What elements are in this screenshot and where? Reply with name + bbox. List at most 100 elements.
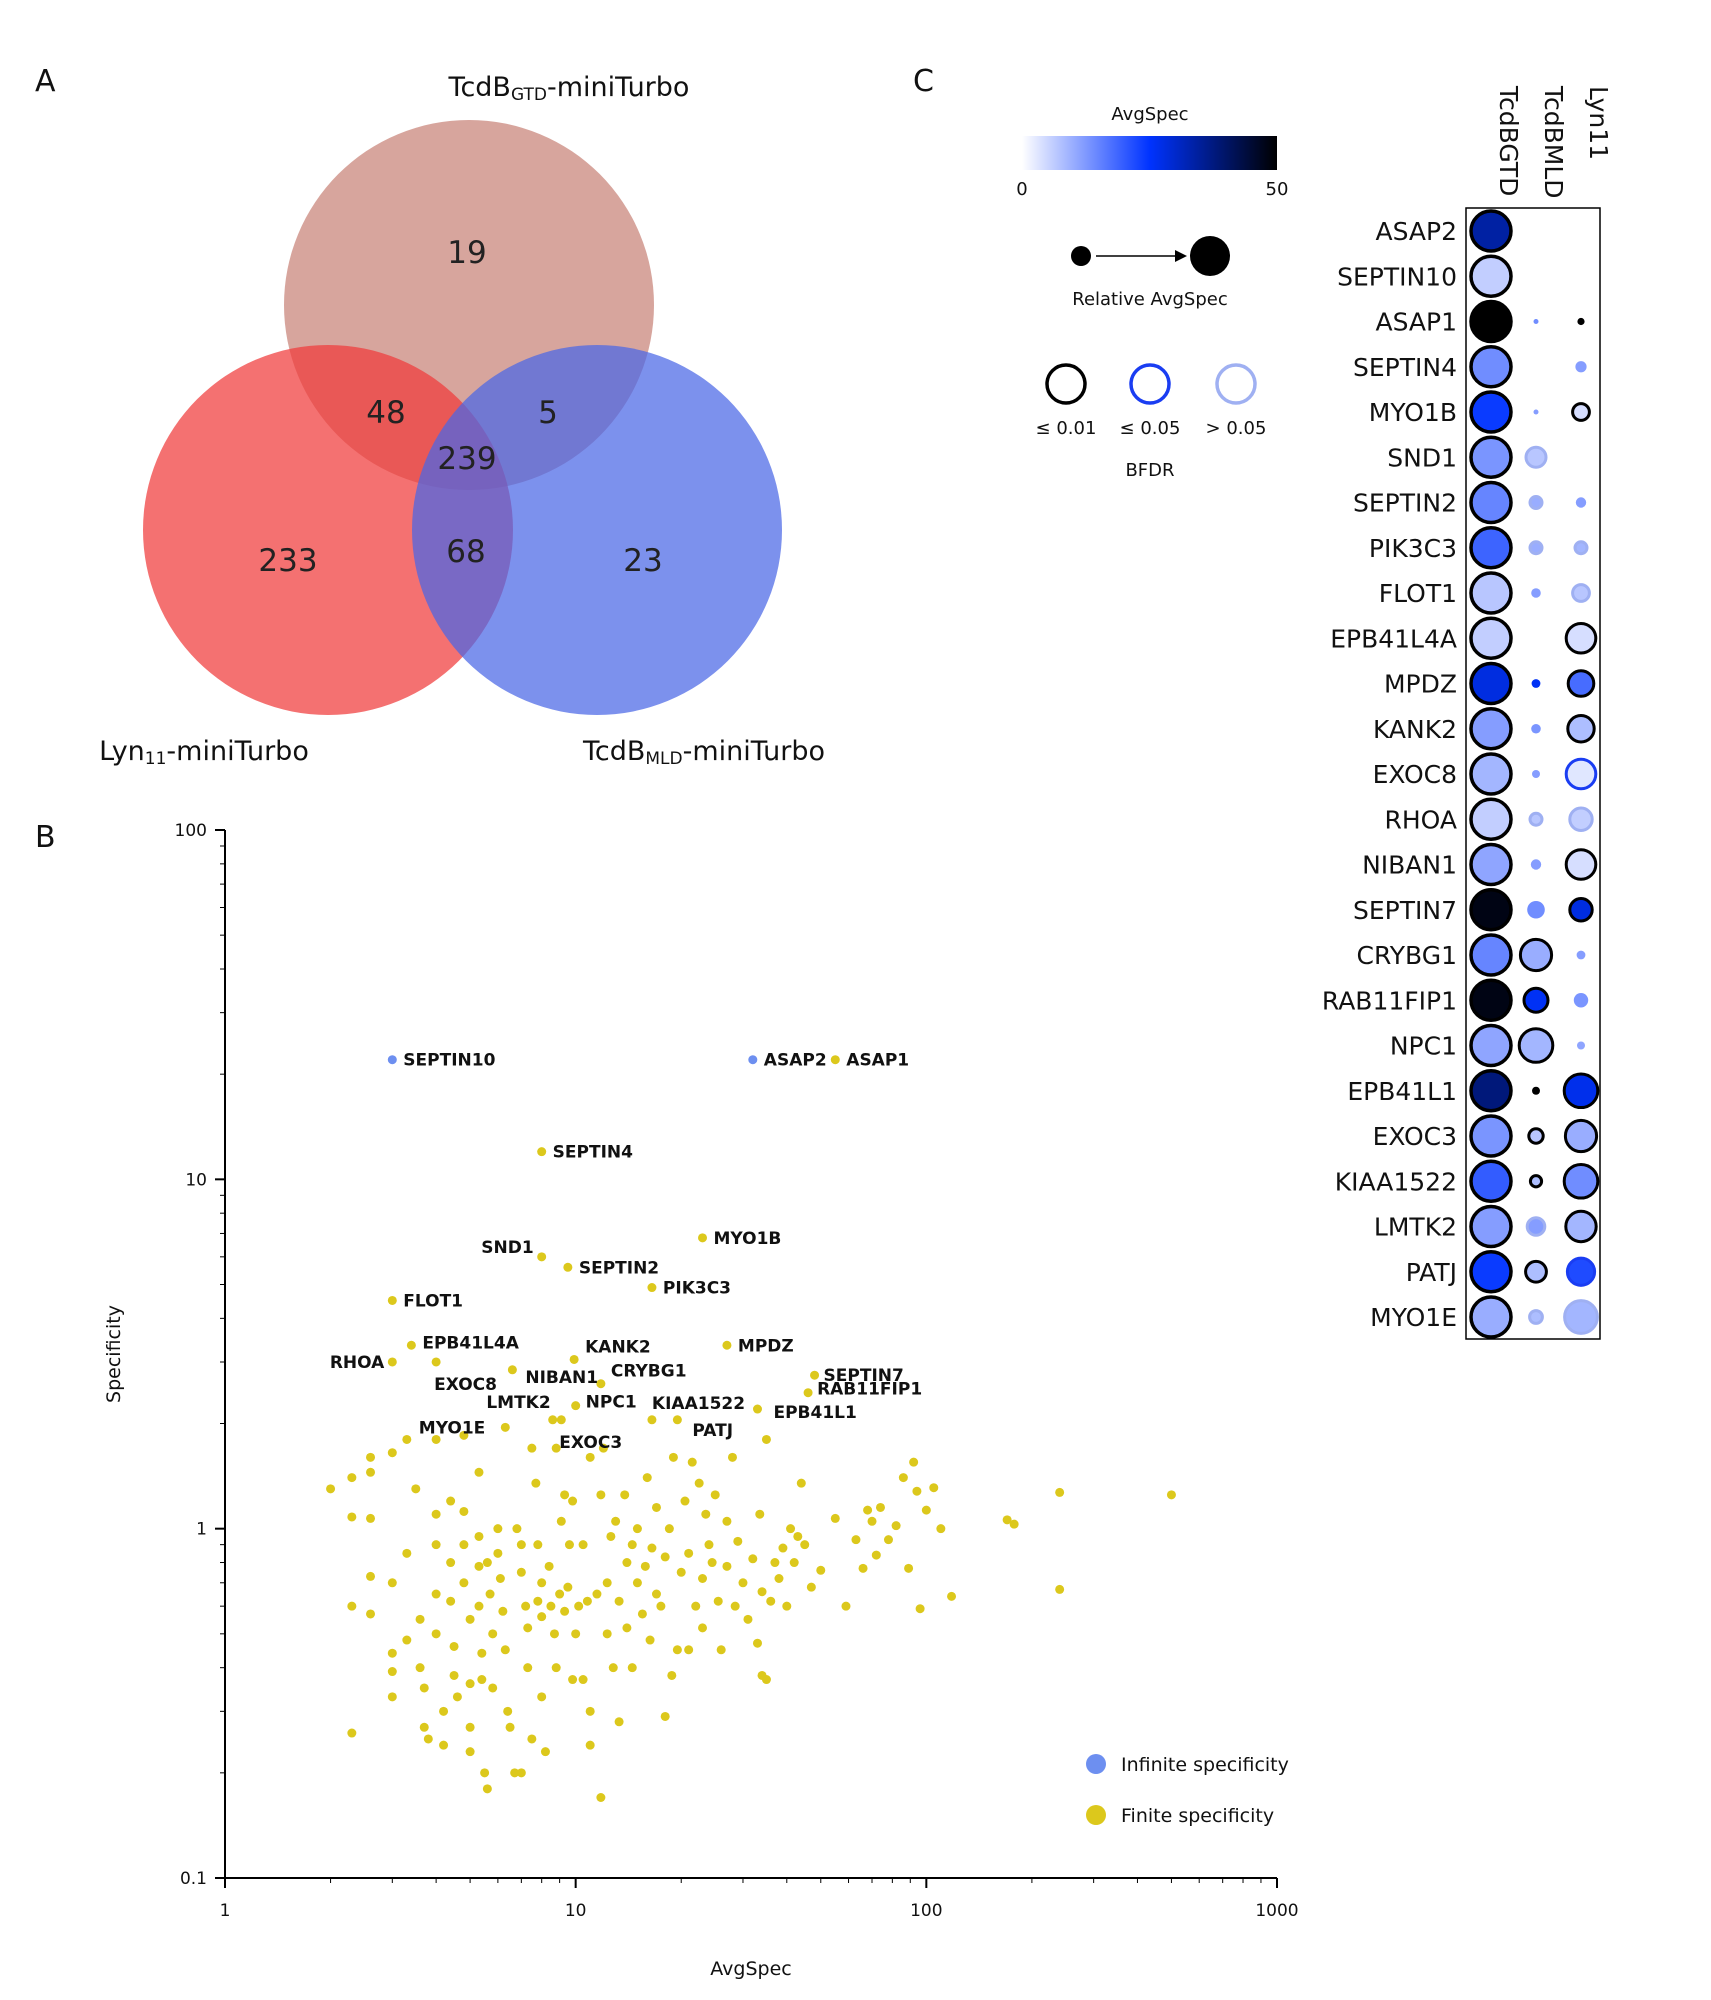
scatter-point [664, 1524, 674, 1534]
dot-exoc3-tcdbmld [1527, 1127, 1545, 1145]
legend-label-finite: Finite specificity [1121, 1805, 1274, 1827]
dot-rhoa-tcdbgtd [1469, 797, 1513, 841]
scatter-point [915, 1604, 925, 1614]
dot-myo1e-lyn11 [1563, 1299, 1599, 1335]
scatter-point [774, 1574, 784, 1584]
scatter-point [537, 1612, 547, 1622]
scatter-point [863, 1505, 873, 1515]
scatter-point [632, 1524, 642, 1534]
bfdr-legend-label-0: ≤ 0.01 [1036, 418, 1097, 439]
dot-row-patj: PATJ [1406, 1250, 1597, 1294]
point-label-asap1: ASAP1 [846, 1051, 909, 1071]
colorbar-title: AvgSpec [1111, 104, 1188, 125]
point-epb41l1 [752, 1404, 762, 1414]
point-asap2 [748, 1055, 758, 1065]
scatter-point [523, 1623, 533, 1633]
row-label-asap2: ASAP2 [1375, 217, 1457, 246]
dot-niban1-tcdbmld [1530, 859, 1542, 870]
scatter-point [704, 1540, 714, 1550]
dot-kiaa1522-lyn11 [1562, 1162, 1600, 1200]
scatter-point [387, 1448, 397, 1458]
dot-npc1-tcdbgtd [1469, 1023, 1513, 1068]
scatter-point [347, 1728, 357, 1738]
scatter-point [778, 1543, 788, 1553]
scatter-point [482, 1558, 492, 1568]
dot-kiaa1522-tcdbgtd [1469, 1159, 1513, 1203]
point-label-patj: PATJ [692, 1421, 733, 1441]
scatter-point [585, 1706, 595, 1716]
scatter-point [544, 1561, 554, 1571]
dot-row-rhoa: RHOA [1384, 797, 1594, 841]
venn-count-mld-only: 23 [623, 543, 662, 579]
scatter-point [555, 1589, 565, 1599]
dot-exoc8-tcdbgtd [1469, 752, 1513, 796]
scatter-point [782, 1601, 792, 1611]
dot-exoc3-tcdbgtd [1469, 1114, 1513, 1158]
dot-epb41l1-lyn11 [1562, 1072, 1600, 1110]
row-label-epb41l1: EPB41L1 [1347, 1077, 1457, 1106]
dot-septin2-tcdbgtd [1469, 480, 1513, 525]
scatter-point [602, 1578, 612, 1588]
size-legend-large-dot [1190, 236, 1230, 276]
scatter-point [493, 1524, 503, 1534]
scatter-point [858, 1563, 868, 1573]
scatter-point [503, 1706, 513, 1716]
scatter-point [680, 1496, 690, 1506]
scatter-point [676, 1567, 686, 1577]
row-label-rhoa: RHOA [1384, 805, 1457, 834]
point-label-crybg1: CRYBG1 [611, 1362, 687, 1382]
scatter-point [459, 1506, 469, 1516]
scatter-point [564, 1540, 574, 1550]
point-npc1 [571, 1401, 581, 1411]
dot-septin10-tcdbgtd [1469, 254, 1513, 298]
scatter-point [402, 1548, 412, 1558]
point-label-myo1e: MYO1E [419, 1418, 486, 1438]
scatter-point [637, 1609, 647, 1619]
dot-rhoa-tcdbmld [1528, 811, 1544, 827]
scatter-point [752, 1638, 762, 1648]
scatter-point [770, 1558, 780, 1568]
dot-septin7-tcdbmld [1527, 900, 1545, 919]
dot-epb41l1-tcdbgtd [1469, 1069, 1513, 1113]
point-lmtk2 [548, 1415, 558, 1425]
size-legend-label: Relative AvgSpec [1072, 289, 1227, 310]
scatter-point [477, 1675, 487, 1685]
scatter-point [596, 1490, 606, 1500]
scatter-point [830, 1513, 840, 1523]
scatter-point [738, 1578, 748, 1588]
dot-kank2-tcdbgtd [1469, 707, 1513, 751]
dot-row-snd1: SND1 [1387, 435, 1548, 479]
row-label-septin7: SEPTIN7 [1353, 896, 1457, 925]
dot-rab11fip1-tcdbgtd [1469, 978, 1513, 1022]
row-label-snd1: SND1 [1387, 443, 1457, 472]
point-label-pik3c3: PIK3C3 [663, 1279, 731, 1299]
dot-rab11fip1-lyn11 [1573, 993, 1589, 1008]
legend-label-infinite: Infinite specificity [1121, 1754, 1289, 1776]
scatter-point [366, 1609, 376, 1619]
scatter-point [622, 1558, 632, 1568]
point-kank2 [569, 1354, 579, 1364]
point-label-exoc3: EXOC3 [559, 1433, 622, 1453]
column-header-lyn11: Lyn11 [1584, 86, 1613, 160]
row-label-septin10: SEPTIN10 [1337, 262, 1457, 291]
scatter-point [904, 1563, 914, 1573]
point-label-mpdz: MPDZ [738, 1336, 794, 1356]
point-niban1 [507, 1365, 517, 1375]
dot-row-npc1: NPC1 [1390, 1023, 1585, 1068]
scatter-point [488, 1629, 498, 1639]
dot-crybg1-tcdbmld [1518, 937, 1554, 973]
row-label-kank2: KANK2 [1373, 715, 1457, 744]
dot-septin2-lyn11 [1575, 497, 1587, 508]
scatter-point [642, 1473, 652, 1483]
scatter-point [474, 1531, 484, 1541]
x-tick-label: 1 [220, 1901, 231, 1921]
dot-crybg1-tcdbgtd [1469, 933, 1513, 977]
colorbar-max: 50 [1266, 179, 1289, 200]
dot-row-epb41l4a: EPB41L4A [1330, 616, 1598, 660]
dot-row-septin10: SEPTIN10 [1337, 254, 1513, 298]
scatter-point [1055, 1487, 1065, 1497]
scatter-point [366, 1467, 376, 1477]
point-label-septin7: SEPTIN7 [824, 1366, 904, 1386]
point-snd1 [537, 1252, 547, 1262]
scatter-point [743, 1614, 753, 1624]
